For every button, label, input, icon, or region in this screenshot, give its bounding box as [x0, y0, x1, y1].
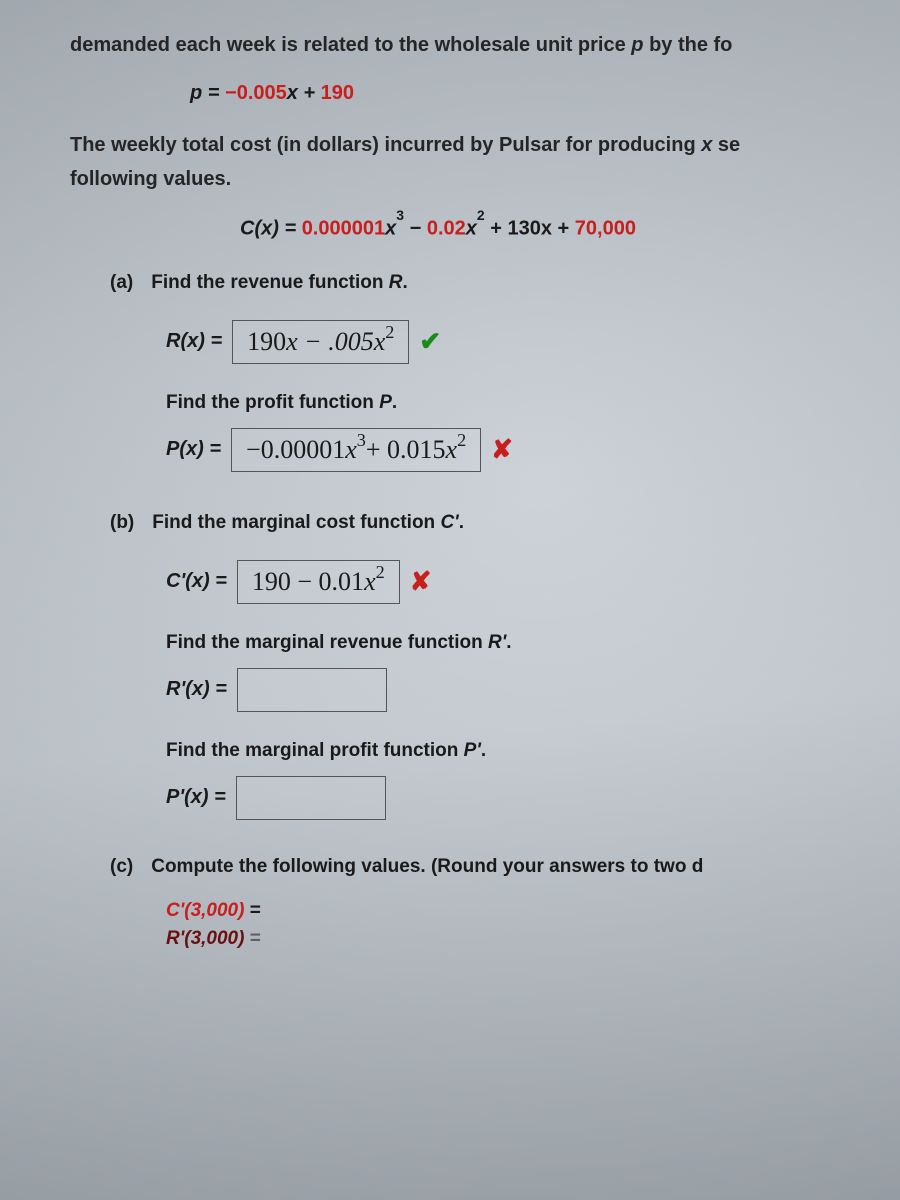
marginal-revenue-answer-row: R'(x) = [166, 668, 900, 712]
part-a-prompt-profit: Find the profit function P. [166, 392, 900, 414]
cross-icon: ✘ [491, 434, 513, 465]
part-c-line-1: C'(3,000) = [166, 900, 900, 922]
part-c-line-2: R'(3,000) = [166, 928, 900, 950]
marginal-profit-lhs: P'(x) = [166, 786, 226, 809]
marginal-profit-input[interactable] [236, 776, 386, 820]
revenue-input[interactable]: 190x − .005x2 [232, 320, 409, 364]
marginal-revenue-lhs: R'(x) = [166, 678, 227, 701]
equation-p: p = −0.005x + 190 [190, 78, 900, 108]
marginal-revenue-input[interactable] [237, 668, 387, 712]
part-b-prompt-marginal-revenue: Find the marginal revenue function R'. [166, 632, 900, 654]
part-a-prompt-revenue: Find the revenue function R. [151, 272, 900, 294]
part-c-prompt: Compute the following values. (Round you… [151, 856, 900, 878]
profit-lhs: P(x) = [166, 438, 221, 461]
intro-line-1: demanded each week is related to the who… [70, 30, 900, 60]
marginal-cost-answer-row: C'(x) = 190 − 0.01x2 ✘ [166, 560, 900, 604]
equation-cost: C(x) = 0.000001x3 − 0.02x2 + 130x + 70,0… [240, 212, 900, 244]
marginal-profit-answer-row: P'(x) = [166, 776, 900, 820]
revenue-answer-row: R(x) = 190x − .005x2 ✔ [166, 320, 900, 364]
check-icon: ✔ [419, 326, 441, 357]
cross-icon: ✘ [410, 566, 432, 597]
part-b-label: (b) [110, 512, 134, 534]
part-b-prompt-marginal-profit: Find the marginal profit function P'. [166, 740, 900, 762]
profit-answer-row: P(x) = −0.00001x3 + 0.015x2 ✘ [166, 428, 900, 472]
profit-input[interactable]: −0.00001x3 + 0.015x2 [231, 428, 481, 472]
part-c-label: (c) [110, 856, 133, 878]
part-b-prompt-marginal-cost: Find the marginal cost function C'. [152, 512, 900, 534]
revenue-lhs: R(x) = [166, 330, 222, 353]
intro-line-3: following values. [70, 164, 900, 194]
marginal-cost-lhs: C'(x) = [166, 570, 227, 593]
marginal-cost-input[interactable]: 190 − 0.01x2 [237, 560, 400, 604]
intro-line-2: The weekly total cost (in dollars) incur… [70, 130, 900, 160]
part-a-label: (a) [110, 272, 133, 294]
